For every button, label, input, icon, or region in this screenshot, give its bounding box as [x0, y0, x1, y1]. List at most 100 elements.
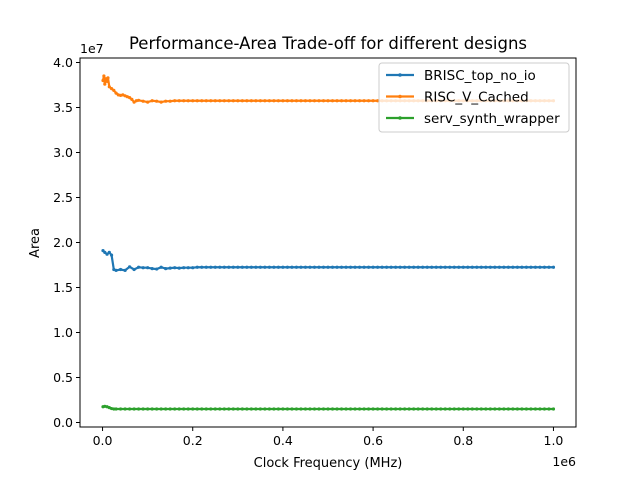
- data-point: [398, 407, 402, 411]
- chart-title: Performance-Area Trade-off for different…: [129, 34, 527, 53]
- data-point: [263, 99, 267, 103]
- data-point: [159, 407, 163, 411]
- data-point: [103, 250, 107, 254]
- data-point: [533, 265, 538, 269]
- data-point: [344, 99, 348, 103]
- data-point: [502, 265, 506, 269]
- data-point: [421, 265, 425, 269]
- data-point: [344, 407, 348, 411]
- data-point: [339, 265, 344, 269]
- data-point: [317, 407, 321, 411]
- data-point: [385, 407, 389, 411]
- data-point: [150, 407, 154, 411]
- data-point: [443, 407, 447, 411]
- data-point: [204, 407, 208, 411]
- data-point: [448, 407, 452, 411]
- data-point: [146, 266, 150, 270]
- data-point: [164, 267, 168, 271]
- data-point: [326, 99, 330, 103]
- data-point: [348, 99, 353, 103]
- data-point: [245, 265, 249, 269]
- data-point: [159, 265, 163, 269]
- data-point: [141, 407, 145, 411]
- data-point: [475, 265, 479, 269]
- data-point: [506, 265, 510, 269]
- data-point: [335, 407, 339, 411]
- data-point: [227, 407, 231, 411]
- data-point: [231, 265, 235, 269]
- data-point: [105, 79, 109, 83]
- data-point: [173, 266, 177, 270]
- data-point: [506, 407, 510, 411]
- data-point: [114, 91, 118, 95]
- data-point: [362, 407, 366, 411]
- plot-area: [79, 57, 577, 428]
- y-tick-label: 1.0: [53, 325, 73, 340]
- data-point: [303, 265, 308, 269]
- data-point: [366, 99, 371, 103]
- data-point: [191, 266, 195, 270]
- data-point: [168, 99, 172, 103]
- y-tick-label: 4.0: [53, 55, 73, 70]
- data-point: [362, 99, 366, 103]
- data-point: [371, 265, 375, 269]
- data-point: [533, 407, 538, 411]
- data-point: [195, 407, 199, 411]
- data-point: [434, 407, 438, 411]
- data-point: [263, 407, 267, 411]
- data-point: [317, 265, 321, 269]
- data-point: [191, 407, 195, 411]
- data-point: [141, 99, 145, 103]
- x-axis-ticks: 0.0 0.2 0.4 0.6 0.8 1.0: [93, 427, 563, 448]
- data-point: [308, 407, 312, 411]
- data-point: [294, 265, 299, 269]
- data-point: [335, 99, 339, 103]
- data-point: [524, 407, 529, 411]
- data-point: [299, 99, 303, 103]
- data-point: [515, 265, 519, 269]
- legend-box: [378, 62, 570, 133]
- data-point: [430, 265, 434, 269]
- data-point: [330, 407, 335, 411]
- data-point: [272, 265, 276, 269]
- data-point: [366, 265, 371, 269]
- data-point: [542, 265, 547, 269]
- y-axis-offset-text: 1e7: [80, 41, 104, 56]
- y-tick-label: 0.0: [53, 415, 73, 430]
- y-tick-label: 3.5: [53, 100, 73, 115]
- data-point: [209, 99, 213, 103]
- data-point: [281, 99, 285, 103]
- data-point: [182, 99, 186, 103]
- data-point: [267, 99, 271, 103]
- data-point: [168, 266, 172, 270]
- data-point: [348, 407, 353, 411]
- data-point: [303, 407, 308, 411]
- data-point: [285, 407, 290, 411]
- y-tick-label: 2.5: [53, 190, 73, 205]
- data-point: [276, 99, 280, 103]
- data-point: [285, 99, 290, 103]
- data-point: [376, 99, 380, 103]
- data-point: [258, 265, 262, 269]
- data-point: [312, 99, 317, 103]
- x-axis-label: Clock Frequency (MHz): [254, 456, 403, 471]
- data-point: [276, 265, 280, 269]
- data-point: [353, 99, 357, 103]
- data-point: [137, 98, 141, 102]
- data-point: [132, 267, 136, 272]
- x-tick-label: 0.2: [183, 433, 203, 448]
- data-point: [484, 407, 488, 411]
- data-point: [326, 407, 330, 411]
- data-point: [222, 265, 226, 269]
- data-point: [150, 267, 154, 271]
- data-point: [186, 99, 190, 103]
- x-tick-label: 0.8: [453, 433, 473, 448]
- data-point: [200, 265, 204, 269]
- data-point: [335, 265, 339, 269]
- data-point: [245, 407, 249, 411]
- data-point: [195, 99, 199, 103]
- data-point: [484, 265, 488, 269]
- data-point: [299, 407, 303, 411]
- data-point: [112, 88, 116, 92]
- data-point: [439, 407, 443, 411]
